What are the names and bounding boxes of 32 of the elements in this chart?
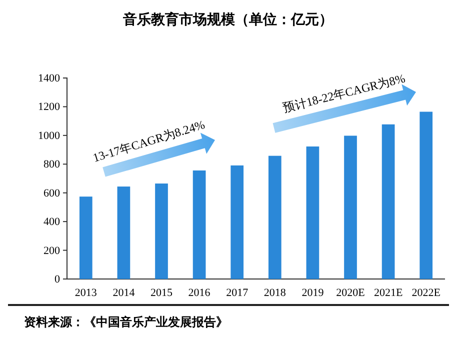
x-tick-label: 2020E	[336, 286, 366, 299]
bar	[344, 136, 357, 279]
bar	[192, 170, 206, 279]
bar	[230, 165, 244, 279]
y-tick-label: 1000	[38, 130, 60, 142]
bar	[79, 196, 92, 279]
x-tick-label: 2021E	[374, 286, 403, 299]
x-tick-label: 2013	[74, 286, 98, 299]
x-tick-label: 2014	[112, 286, 136, 299]
x-tick-label: 2015	[150, 286, 173, 299]
bar	[306, 146, 320, 279]
text: 资料来源：《中国音乐产业发展报告》	[24, 315, 228, 329]
y-tick-label: 1400	[38, 72, 60, 85]
x-tick-label: 2022E	[412, 286, 441, 299]
bar	[117, 186, 130, 279]
y-tick-label: 800	[44, 158, 60, 171]
chart-title: 音乐教育市场规模（单位：亿元）	[122, 11, 333, 28]
annotation: 13-17年CAGR为8.24%	[91, 117, 207, 165]
bar	[420, 112, 433, 279]
y-tick-label: 600	[44, 187, 60, 200]
bar	[155, 184, 168, 279]
bar	[268, 156, 282, 279]
y-tick-label: 200	[44, 244, 60, 257]
y-tick-label: 400	[44, 216, 60, 228]
y-tick-label: 1200	[38, 101, 60, 114]
bar	[382, 124, 395, 279]
x-tick-label: 2017	[226, 286, 249, 299]
y-tick-label: 0	[54, 274, 60, 286]
x-tick-label: 2018	[264, 286, 286, 299]
annotation: 预计18-22年CAGR为8%	[282, 71, 407, 116]
x-tick-label: 2019	[302, 286, 324, 299]
x-tick-label: 2016	[188, 286, 211, 299]
